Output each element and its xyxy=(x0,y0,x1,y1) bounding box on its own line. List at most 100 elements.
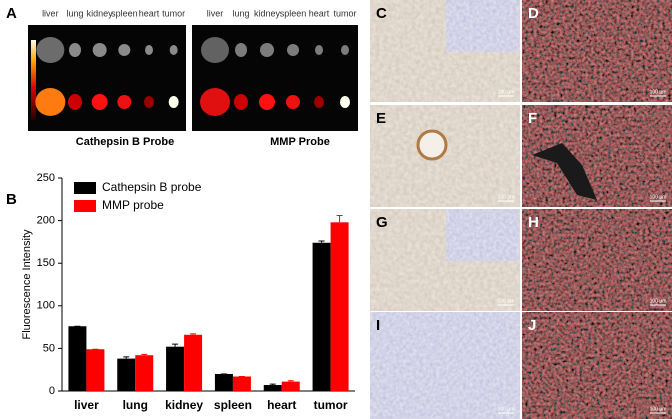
panel-label: G xyxy=(376,214,388,231)
x-tick-label: lung xyxy=(123,398,148,412)
color-bar xyxy=(31,40,36,120)
organ-image xyxy=(314,96,324,108)
organ-image xyxy=(235,43,247,57)
scale-label: 100 µm xyxy=(650,194,667,200)
organ-image xyxy=(169,45,178,55)
organ-image xyxy=(340,96,350,108)
bar xyxy=(166,346,185,391)
organ-image xyxy=(69,43,81,57)
scale-label: 100 µm xyxy=(650,89,667,95)
legend-swatch xyxy=(74,182,96,194)
organ-image xyxy=(36,37,65,63)
organ-image xyxy=(144,96,154,108)
y-tick-label: 250 xyxy=(37,172,55,184)
bar xyxy=(135,355,154,391)
inset xyxy=(445,0,520,53)
organ-image xyxy=(341,45,349,55)
probe-caption: Cathepsin B Probe xyxy=(76,136,174,148)
panel-label: A xyxy=(6,5,17,22)
organ-image xyxy=(145,45,153,55)
organ-label: tumor xyxy=(333,8,356,18)
error-bar xyxy=(269,383,276,386)
scale-label: 100 µm xyxy=(498,298,515,304)
legend-label: Cathepsin B probe xyxy=(102,180,202,194)
micrograph xyxy=(522,312,672,419)
organ-label: liver xyxy=(42,8,59,18)
bar xyxy=(86,349,105,391)
y-tick-label: 100 xyxy=(37,300,55,312)
organ-image xyxy=(117,95,132,109)
organ-image xyxy=(234,94,248,110)
organ-label: lung xyxy=(232,8,249,18)
organ-label: spleen xyxy=(111,8,138,18)
error-bar xyxy=(172,343,179,347)
inset xyxy=(445,208,520,262)
scale-label: 100 µm xyxy=(650,298,667,304)
x-tick-label: tumor xyxy=(314,398,348,412)
y-tick-label: 0 xyxy=(49,385,55,397)
x-tick-label: liver xyxy=(74,398,99,412)
bar xyxy=(214,373,233,391)
legend-label: MMP probe xyxy=(102,198,164,212)
error-bar xyxy=(123,356,130,359)
organ-image xyxy=(92,43,107,57)
organ-image xyxy=(35,88,66,116)
organ-label: kidney xyxy=(254,8,281,18)
organ-image xyxy=(260,43,274,57)
scale-label: 100 µm xyxy=(650,406,667,412)
bar xyxy=(263,385,282,391)
y-axis-label: Fluorescence Intensity xyxy=(21,229,33,340)
error-bar xyxy=(336,214,343,223)
bar xyxy=(117,358,136,391)
bar xyxy=(68,326,87,391)
y-tick-label: 200 xyxy=(37,215,55,227)
organ-image xyxy=(200,88,230,116)
inset xyxy=(597,208,672,262)
organ-label: heart xyxy=(139,8,160,18)
organ-image xyxy=(315,45,323,55)
organ-label: spleen xyxy=(280,8,307,18)
panel-label: H xyxy=(528,214,539,231)
organ-label: heart xyxy=(309,8,330,18)
panel-label: C xyxy=(376,5,387,22)
micrograph xyxy=(370,105,520,207)
y-tick-label: 50 xyxy=(43,342,55,354)
error-bar xyxy=(141,353,148,356)
vessel xyxy=(416,129,448,161)
probe-caption: MMP Probe xyxy=(270,136,330,148)
bar xyxy=(232,376,251,391)
panel-label: I xyxy=(376,317,380,334)
organ-label: lung xyxy=(66,8,83,18)
organ-label: liver xyxy=(207,8,224,18)
panel-label: F xyxy=(528,110,537,127)
panel-label: E xyxy=(376,110,386,127)
legend-swatch xyxy=(74,200,96,212)
scale-label: 100 µm xyxy=(498,89,515,95)
x-tick-label: kidney xyxy=(165,398,203,412)
organ-label: kidney xyxy=(87,8,114,18)
organ-image xyxy=(118,44,131,56)
organ-image xyxy=(168,96,179,108)
x-tick-label: heart xyxy=(267,398,296,412)
organ-image xyxy=(259,94,275,110)
bar xyxy=(184,334,203,391)
panel-label: J xyxy=(528,317,536,334)
organ-image xyxy=(286,95,300,109)
organ-image xyxy=(201,37,229,63)
organ-image xyxy=(287,44,299,56)
bar xyxy=(281,381,300,391)
bar xyxy=(330,222,349,391)
organ-label: tumor xyxy=(162,8,185,18)
scale-label: 100 µm xyxy=(498,406,515,412)
scale-label: 100 µm xyxy=(498,194,515,200)
micrograph xyxy=(370,312,520,419)
vessel xyxy=(532,143,597,200)
organ-image xyxy=(91,94,108,110)
x-tick-label: spleen xyxy=(214,398,252,412)
error-bar xyxy=(287,380,294,382)
error-bar xyxy=(318,240,325,243)
bar xyxy=(312,242,331,391)
panel-label: B xyxy=(6,191,17,208)
panel-label: D xyxy=(528,5,539,22)
